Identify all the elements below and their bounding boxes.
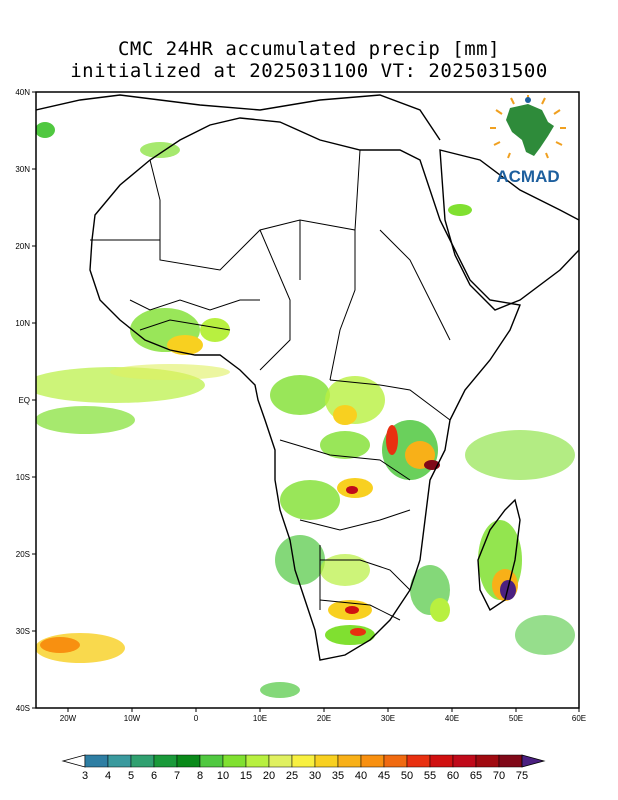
colorbar-label: 10 (216, 770, 230, 782)
colorbar-swatch (84, 754, 109, 768)
colorbar-swatch (222, 754, 247, 768)
colorbar-swatch (360, 754, 385, 768)
colorbar-swatch (475, 754, 500, 768)
colorbar-label: 6 (150, 770, 158, 782)
africa-silhouette-icon (506, 104, 554, 156)
colorbar-label: 35 (331, 770, 345, 782)
colorbar-swatch (245, 754, 270, 768)
lon-label: 20E (316, 714, 332, 723)
colorbar-label: 40 (354, 770, 368, 782)
colorbar-swatch (153, 754, 178, 768)
colorbar-swatch (199, 754, 224, 768)
map-title-line2: initialized at 2025031100 VT: 2025031500 (70, 60, 548, 82)
colorbar (61, 754, 546, 768)
lat-label: 40N (15, 88, 30, 97)
colorbar-label: 60 (446, 770, 460, 782)
lat-label: 10S (15, 473, 30, 482)
colorbar-label: 5 (127, 770, 135, 782)
colorbar-swatch (452, 754, 477, 768)
lon-label: 20W (59, 714, 77, 723)
lat-label: 30S (15, 627, 30, 636)
colorbar-label: 75 (515, 770, 529, 782)
colorbar-label: 8 (196, 770, 204, 782)
colorbar-label: 15 (239, 770, 253, 782)
lon-label: 50E (508, 714, 524, 723)
colorbar-label: 50 (400, 770, 414, 782)
lon-label: 30E (380, 714, 396, 723)
colorbar-swatch (291, 754, 316, 768)
colorbar-label: 4 (104, 770, 112, 782)
colorbar-swatch (498, 754, 523, 768)
lon-label: 10E (252, 714, 268, 723)
lon-label: 60E (571, 714, 587, 723)
colorbar-swatch (429, 754, 454, 768)
colorbar-label: 65 (469, 770, 483, 782)
colorbar-swatch (130, 754, 155, 768)
lon-label: 10W (123, 714, 141, 723)
lat-label: EQ (18, 396, 30, 405)
country-borders (90, 149, 451, 621)
lon-label: 40E (444, 714, 460, 723)
colorbar-label: 45 (377, 770, 391, 782)
colorbar-low-arrow (61, 754, 86, 768)
water-drop-icon (525, 97, 531, 103)
colorbar-swatch (268, 754, 293, 768)
colorbar-swatch (337, 754, 362, 768)
lat-label: 20N (15, 242, 30, 251)
colorbar-label: 30 (308, 770, 322, 782)
coastlines (36, 94, 579, 661)
colorbar-label: 25 (285, 770, 299, 782)
axis-ticks (32, 91, 580, 712)
colorbar-swatch (176, 754, 201, 768)
colorbar-label: 70 (492, 770, 506, 782)
colorbar-swatch (383, 754, 408, 768)
lat-label: 10N (15, 319, 30, 328)
lat-label: 30N (15, 165, 30, 174)
colorbar-label: 55 (423, 770, 437, 782)
lon-label: 0 (193, 714, 199, 723)
colorbar-label: 7 (173, 770, 181, 782)
lat-label: 40S (15, 704, 30, 713)
acmad-logo: ACMAD (490, 95, 566, 186)
lat-label: 20S (15, 550, 30, 559)
acmad-logo-text: ACMAD (496, 167, 559, 186)
colorbar-swatch (107, 754, 132, 768)
colorbar-label: 20 (262, 770, 276, 782)
colorbar-label: 3 (81, 770, 89, 782)
colorbar-swatch (406, 754, 431, 768)
colorbar-high-arrow (521, 754, 546, 768)
map-title-line1: CMC 24HR accumulated precip [mm] (117, 38, 501, 60)
colorbar-swatch (314, 754, 339, 768)
